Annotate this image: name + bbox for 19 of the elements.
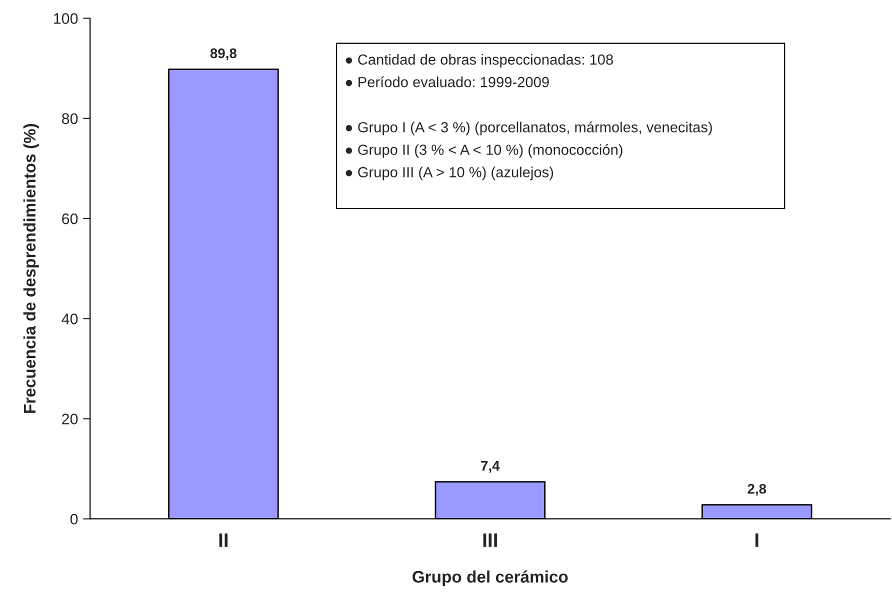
y-tick-label: 0 [70, 514, 78, 525]
y-tick-label: 60 [62, 213, 78, 224]
annotation: ● Grupo II (3 % < A < 10 %) (monococción) [346, 144, 622, 158]
x-tick-label: I [755, 533, 758, 547]
x-tick-label: II [219, 533, 228, 547]
x-tick-label: III [483, 533, 497, 547]
annotation: ● Grupo III (A > 10 %) (azulejos) [346, 166, 554, 180]
annotation: ● Grupo I (A < 3 %) (porcellanatos, mármoles, venecitas) [346, 122, 712, 136]
y-tick-label: 40 [62, 313, 78, 324]
annotation: ● Cantidad de obras inspeccionadas: 108 [346, 54, 613, 68]
annotation: ● Período evaluado: 1999-2009 [346, 76, 549, 88]
y-axis-title: Frecuencia de desprendimientos (%) [23, 124, 39, 413]
y-tick-label: 20 [62, 414, 78, 424]
data-label: 2,8 [748, 484, 766, 496]
x-axis-title: Grupo del cerámico [412, 570, 568, 586]
y-tick-label: 80 [62, 113, 78, 124]
data-label: 89,8 [210, 48, 237, 60]
data-label: 7,4 [481, 461, 500, 473]
y-tick-label: 100 [54, 13, 78, 24]
